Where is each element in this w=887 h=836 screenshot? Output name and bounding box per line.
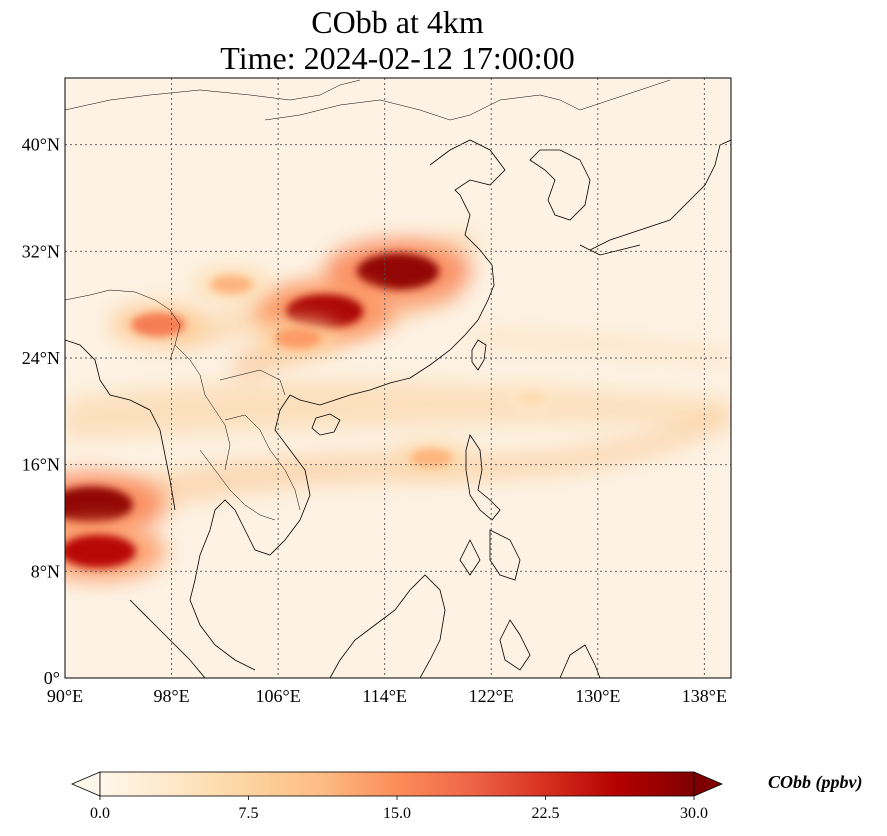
colorbar-tick-label: 7.5 — [239, 805, 259, 822]
title-line-1: CObb at 4km — [311, 4, 484, 40]
border-myanmar — [174, 344, 231, 471]
plume-hotspot — [65, 522, 166, 581]
lat-tick-label: 24°N — [22, 348, 60, 368]
coastline-hainan — [311, 413, 341, 436]
colorbar-title: CObb (ppbv) — [768, 772, 862, 793]
border-laos-vietnam — [219, 369, 301, 511]
coastline-sumatra — [129, 599, 206, 678]
lat-tick-label: 16°N — [22, 455, 60, 475]
colorbar-extend-max — [693, 771, 724, 797]
field-background — [65, 78, 731, 678]
border-mongolia — [65, 79, 361, 111]
band-southern — [65, 405, 731, 530]
coastline-china — [289, 194, 495, 406]
lon-tick-label: 138°E — [682, 686, 727, 706]
colorbar-extend-min — [70, 771, 101, 797]
border-mongolia-east — [264, 79, 671, 121]
border-thailand — [199, 449, 276, 521]
plume-hotspot — [110, 303, 207, 346]
band-pacific — [470, 330, 731, 365]
lat-tick-label: 0° — [44, 668, 60, 688]
coastline-japan — [589, 139, 731, 251]
coastlines — [65, 139, 731, 678]
plume-hotspot — [193, 268, 270, 302]
coastline-indochina — [189, 394, 311, 671]
lat-tick-label: 8°N — [31, 561, 60, 581]
coastline-new-guinea — [559, 644, 601, 678]
map-title: CObb at 4km Time: 2024-02-12 17:00:00 — [64, 4, 731, 76]
lon-tick-label: 122°E — [469, 686, 514, 706]
colorbar-tick-label: 15.0 — [383, 805, 411, 822]
map-panel — [65, 78, 731, 678]
lon-tick-label: 98°E — [153, 686, 189, 706]
gridlines — [65, 78, 731, 678]
coastline-korea — [529, 149, 591, 221]
lat-tick-labels: 0° 8°N 16°N 24°N 32°N 40°N — [22, 135, 60, 688]
plume-hotspot — [65, 472, 165, 537]
lon-tick-label: 130°E — [575, 686, 620, 706]
colorbar-ticks: 0.0 7.5 15.0 22.5 30.0 — [90, 796, 708, 822]
coastline-india-bangladesh — [65, 339, 176, 511]
lon-tick-label: 114°E — [362, 686, 407, 706]
plume-layer — [65, 239, 557, 581]
title-line-2: Time: 2024-02-12 17:00:00 — [220, 40, 575, 76]
band-east-outflow — [65, 381, 731, 440]
lon-tick-label: 90°E — [47, 686, 83, 706]
colorbar-tick-label: 22.5 — [532, 805, 560, 822]
plume-hotspot — [505, 386, 557, 410]
colorbar-tick-label: 30.0 — [680, 805, 708, 822]
coastline-japan-south — [579, 244, 641, 256]
lon-tick-labels: 90°E 98°E 106°E 114°E 122°E 130°E 138°E — [47, 686, 727, 706]
coastline-sulawesi — [499, 619, 531, 671]
plume-hotspot — [256, 319, 341, 357]
map-frame — [64, 77, 732, 679]
coastline-taiwan — [471, 339, 487, 371]
coastline-bohai — [429, 139, 506, 196]
colorbar-body — [99, 771, 695, 797]
border-himalaya — [65, 289, 181, 361]
lat-tick-label: 32°N — [22, 241, 60, 261]
colorbar: 0.0 7.5 15.0 22.5 30.0 CObb (ppbv) — [70, 771, 862, 822]
coastline-borneo — [329, 574, 446, 678]
plume-hotspot — [393, 441, 470, 475]
coastline-philippines-south — [459, 529, 521, 581]
coastline-luzon — [465, 434, 501, 521]
country-borders — [65, 79, 671, 521]
lat-tick-label: 40°N — [22, 135, 60, 155]
lon-tick-label: 106°E — [256, 686, 301, 706]
colorbar-tick-label: 0.0 — [90, 805, 110, 822]
